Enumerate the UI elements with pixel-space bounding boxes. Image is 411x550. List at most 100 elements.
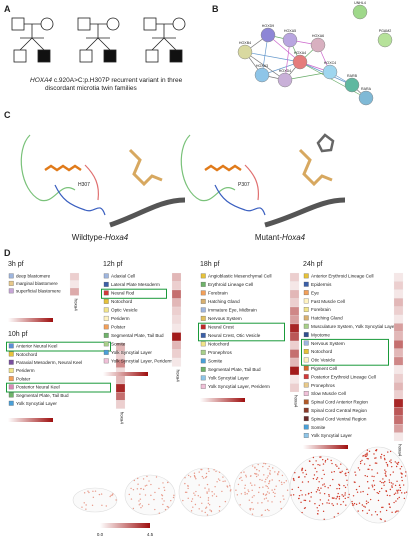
- expression-dot: [323, 473, 325, 476]
- expression-dot: [319, 464, 321, 466]
- expression-dot: [376, 491, 378, 494]
- expression-dot: [386, 463, 389, 466]
- group-title: 10h pf: [8, 331, 28, 338]
- heatmap-cell: [289, 298, 300, 308]
- expression-dot: [268, 465, 270, 468]
- node-label: HOXA5: [284, 29, 296, 33]
- heatmap-cell: [171, 298, 182, 308]
- cell-type-label: Slow Muscle Cell: [311, 391, 346, 396]
- expression-dot: [373, 453, 375, 455]
- expression-dot: [300, 501, 302, 504]
- expression-dot: [267, 468, 269, 470]
- expression-dot: [315, 491, 318, 493]
- expression-dot: [337, 492, 339, 495]
- expression-dot: [109, 495, 111, 498]
- cell-type-label: Pronephros: [208, 350, 232, 355]
- expression-dot: [247, 489, 249, 491]
- heatmap-cell: [393, 424, 404, 433]
- cell-type-label: Neural Crest: [208, 325, 235, 330]
- expression-dot: [358, 502, 361, 504]
- cell-type-label: Myotome: [311, 332, 330, 337]
- expression-dot: [364, 506, 366, 508]
- heatmap-cell: [69, 272, 80, 281]
- expression-dot: [191, 498, 194, 500]
- expression-dot: [368, 487, 370, 489]
- expression-dot: [290, 494, 292, 496]
- cell-type-label: Posterior Erythroid Lineage Cell: [311, 374, 376, 379]
- expression-dot: [324, 461, 327, 463]
- title-text: Wildtype-: [72, 233, 106, 242]
- expression-dot: [144, 485, 147, 487]
- expression-dot: [298, 494, 301, 497]
- expression-dot: [366, 457, 368, 460]
- heatmap-cell: [171, 323, 182, 333]
- legend-swatch: [303, 349, 309, 354]
- heatmap-cell: [393, 281, 404, 290]
- expression-dot: [286, 489, 289, 491]
- expression-dot: [364, 454, 366, 456]
- expression-dot: [92, 496, 95, 499]
- gene-name: HOXA4: [30, 77, 52, 84]
- expression-dot: [373, 488, 376, 491]
- expression-dot: [172, 496, 175, 499]
- expression-dot: [381, 481, 383, 484]
- expression-dot: [85, 504, 87, 506]
- cell-type-label: Yolk Syncytial Layer: [208, 376, 249, 381]
- expression-dot: [375, 462, 378, 464]
- expression-dot: [277, 473, 279, 476]
- expression-dot: [319, 499, 322, 501]
- structure-title: Wildtype-Hoxa4: [72, 233, 129, 242]
- expression-dot: [240, 476, 242, 479]
- tissue-outline: [289, 455, 355, 521]
- expression-dot: [366, 493, 369, 496]
- colorbar: [8, 318, 53, 322]
- expression-dot: [291, 488, 293, 491]
- expression-dot: [193, 492, 195, 494]
- expression-dot: [187, 474, 190, 477]
- expression-dot: [207, 499, 210, 501]
- expression-dot: [388, 481, 391, 483]
- expression-dot: [208, 490, 210, 492]
- expression-dot: [402, 484, 405, 486]
- expression-dot: [141, 505, 144, 507]
- legend-swatch: [103, 281, 109, 287]
- expression-dot: [397, 461, 400, 464]
- node-label: PGAM2: [379, 29, 392, 33]
- expression-dot: [356, 491, 359, 493]
- expression-dot: [205, 476, 207, 479]
- expression-dot: [361, 459, 363, 462]
- expression-dot: [184, 476, 186, 479]
- expression-dot: [336, 495, 339, 498]
- heatmap-cell: [393, 331, 404, 341]
- expression-dot: [303, 507, 306, 509]
- expression-dot: [377, 492, 380, 495]
- expression-dot: [401, 476, 403, 479]
- heatmap-cell: [393, 298, 404, 307]
- expression-dot: [338, 487, 341, 490]
- expression-dot: [199, 496, 202, 498]
- expression-dot: [399, 486, 402, 489]
- heatmap-cell: [171, 357, 182, 367]
- expression-dot: [266, 485, 269, 488]
- legend-swatch: [8, 400, 14, 406]
- expression-dot: [401, 492, 403, 494]
- expression-dot: [166, 505, 169, 508]
- expression-dot: [394, 492, 397, 494]
- expression-dot: [94, 490, 97, 492]
- expression-dot: [214, 486, 216, 488]
- expression-dot: [371, 484, 373, 486]
- protein-node: [254, 67, 270, 83]
- expression-dot: [393, 493, 396, 496]
- expression-dot: [396, 489, 398, 492]
- expression-dot: [298, 476, 300, 478]
- expression-dot: [371, 469, 373, 471]
- expression-dot: [140, 487, 142, 490]
- expression-dot: [335, 498, 337, 500]
- expression-dot: [338, 495, 341, 498]
- heatmap-cell: [171, 272, 182, 282]
- group-title: 12h pf: [103, 261, 123, 268]
- expression-dot: [198, 484, 200, 486]
- expression-dot: [357, 510, 359, 512]
- expression-dot: [189, 476, 192, 478]
- legend-swatch: [8, 368, 14, 373]
